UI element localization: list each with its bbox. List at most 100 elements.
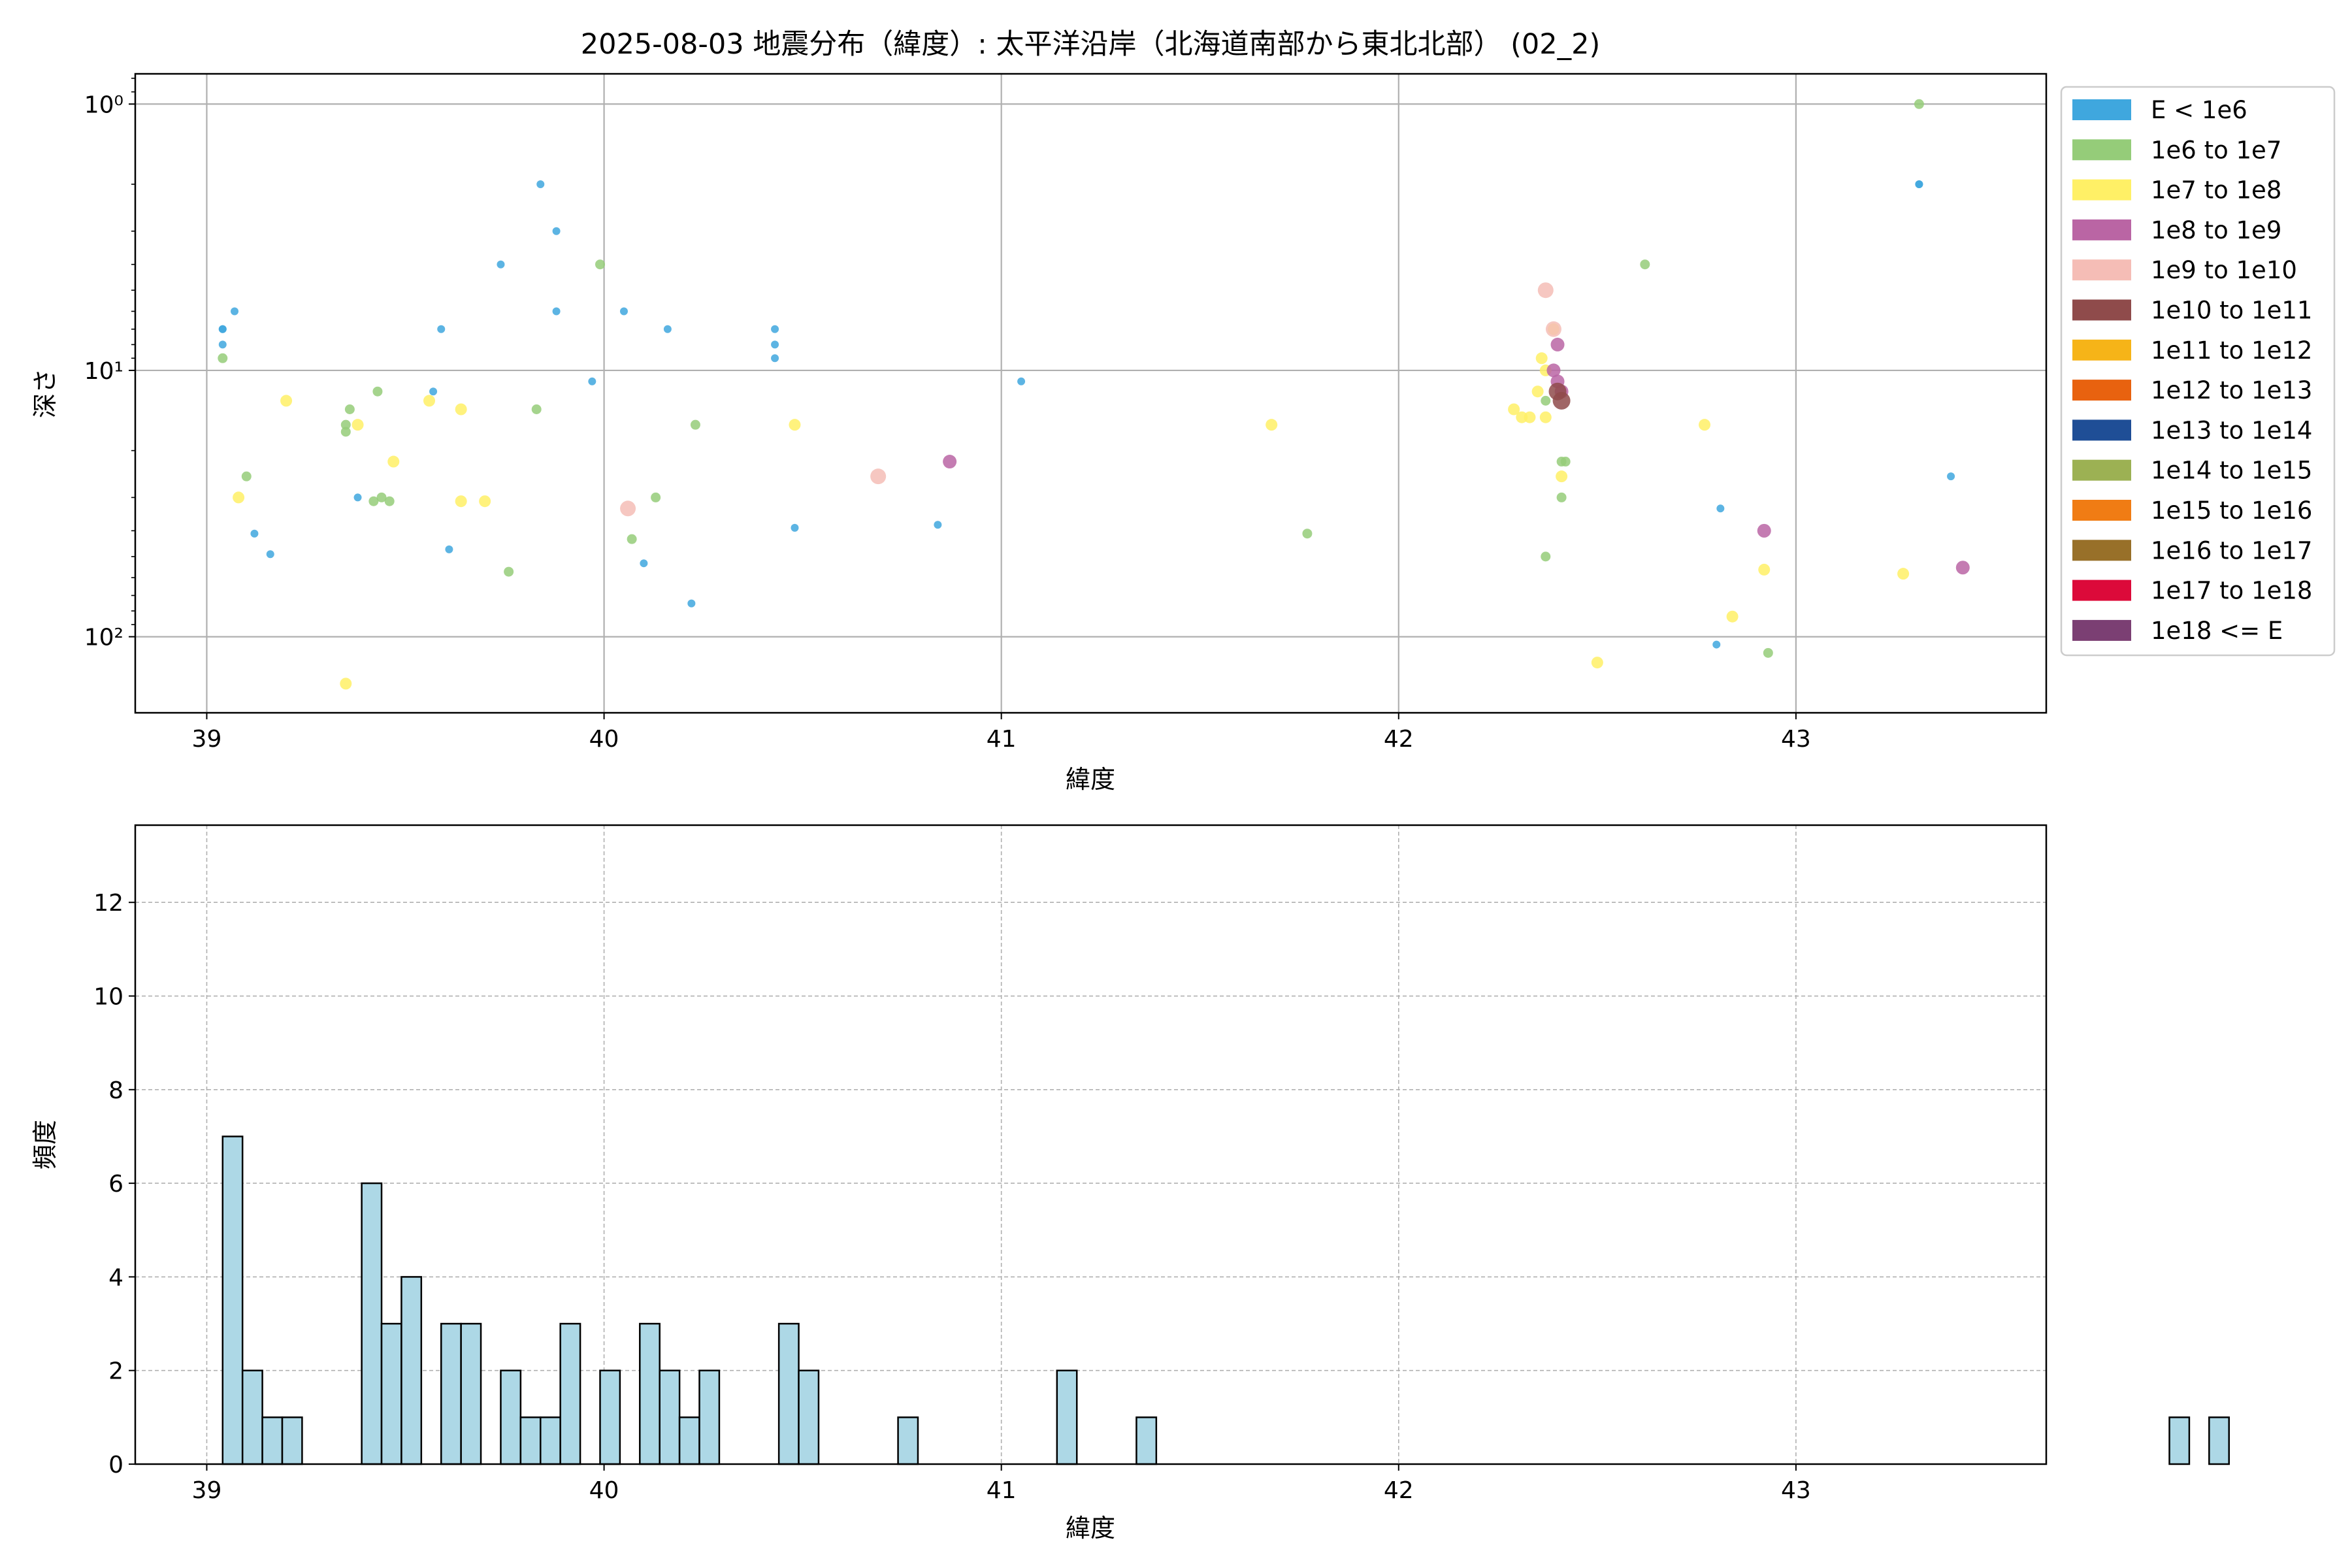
scatter-point: [1591, 657, 1603, 669]
legend-swatch: [2072, 179, 2131, 201]
histogram-x-tick-label: 43: [1781, 1477, 1811, 1504]
scatter-point: [429, 387, 438, 396]
histogram-x-ticks: 39 40 41 42 43: [192, 1464, 1811, 1504]
legend-swatch: [2072, 219, 2131, 240]
legend-swatch: [2072, 139, 2131, 161]
scatter-point: [241, 471, 252, 482]
histogram-bar: [599, 1369, 621, 1465]
scatter-point: [531, 404, 542, 415]
histogram-bar: [1056, 1369, 1078, 1465]
scatter-point: [1508, 403, 1520, 416]
legend-label: 1e14 to 1e15: [2151, 457, 2312, 485]
scatter-x-tick-label: 39: [192, 726, 222, 753]
legend-swatch: [2072, 380, 2131, 401]
histogram-x-tick-label: 41: [987, 1477, 1017, 1504]
scatter-point: [771, 340, 779, 349]
scatter-point: [1897, 568, 1910, 580]
scatter-y-tick-label: 10⁰: [84, 91, 123, 118]
legend-label: 1e17 to 1e18: [2151, 577, 2312, 605]
histogram-bar: [400, 1276, 423, 1465]
scatter-point: [344, 404, 355, 415]
legend-swatch: [2072, 540, 2131, 561]
scatter-point: [1302, 529, 1313, 539]
scatter-x-label: 緯度: [1066, 765, 1115, 794]
legend-swatch: [2072, 619, 2131, 641]
scatter-point: [423, 395, 435, 407]
scatter-point: [687, 599, 696, 608]
legend-label: 1e18 <= E: [2151, 617, 2283, 645]
scatter-point: [353, 493, 362, 502]
histogram-bar: [639, 1322, 661, 1465]
histogram-y-tick-label: 0: [108, 1452, 123, 1478]
scatter-point: [497, 260, 505, 269]
histogram-y-tick-label: 12: [93, 890, 123, 917]
histogram-y-tick-label: 2: [108, 1358, 123, 1385]
histogram-bar: [777, 1322, 800, 1465]
histogram-bar: [698, 1369, 721, 1465]
histogram-y-label: 頻度: [31, 1120, 59, 1169]
scatter-point: [231, 307, 239, 316]
scatter-point: [250, 529, 259, 538]
scatter-point: [1947, 472, 1955, 481]
scatter-point: [1546, 363, 1561, 378]
scatter-y-tick-label: 10¹: [84, 358, 123, 385]
histogram-bar: [897, 1416, 919, 1465]
scatter-point: [372, 386, 383, 397]
histogram-bar: [659, 1369, 681, 1465]
scatter-point: [1757, 523, 1771, 538]
scatter-point: [1726, 610, 1739, 623]
scatter-point: [455, 495, 467, 508]
scatter-point: [771, 325, 779, 333]
histogram-x-tick-label: 42: [1384, 1477, 1414, 1504]
scatter-x-tick-label: 41: [987, 726, 1017, 753]
figure-title: 2025-08-03 地震分布（緯度）: 太平洋沿岸（北海道南部から東北北部） …: [581, 28, 1601, 61]
histogram-y-tick-label: 6: [108, 1171, 123, 1198]
legend-swatch: [2072, 580, 2131, 601]
scatter-point: [1556, 492, 1567, 502]
scatter-x-ticks: 39 40 41 42 43: [192, 713, 1811, 753]
scatter-point: [791, 523, 799, 532]
scatter-point: [351, 419, 364, 431]
histogram-bar: [460, 1322, 482, 1465]
scatter-point: [943, 455, 957, 469]
legend-label: 1e16 to 1e17: [2151, 536, 2312, 564]
scatter-point: [479, 495, 491, 508]
scatter-point: [1545, 321, 1561, 337]
legend: E < 1e6 1e6 to 1e7 1e7 to 1e8 1e8 to 1e9 1e9…: [2060, 86, 2336, 657]
histogram-x-label: 緯度: [1066, 1514, 1115, 1543]
legend-label: 1e15 to 1e16: [2151, 497, 2312, 525]
histogram-bar: [1135, 1416, 1158, 1465]
scatter-point: [1716, 504, 1725, 513]
scatter-point: [455, 403, 467, 416]
scatter-point: [1537, 282, 1554, 299]
scatter-point: [870, 468, 887, 485]
scatter-point: [1266, 419, 1278, 431]
scatter-point: [340, 678, 352, 690]
legend-frame: [2060, 86, 2336, 657]
histogram-bar: [361, 1182, 383, 1465]
histogram-bar: [519, 1416, 542, 1465]
scatter-point: [1535, 352, 1548, 365]
scatter-x-tick-label: 42: [1384, 726, 1414, 753]
histogram-y-tick-label: 8: [108, 1077, 123, 1104]
histogram-axes-frame: [134, 824, 2048, 1465]
scatter-point: [640, 559, 648, 568]
legend-swatch: [2072, 99, 2131, 120]
histogram-bar: [440, 1322, 462, 1465]
histogram-bar: [559, 1322, 581, 1465]
scatter-point: [266, 550, 274, 559]
scatter-point: [218, 353, 228, 363]
histogram-x-tick-label: 40: [589, 1477, 619, 1504]
scatter-point: [552, 307, 561, 316]
scatter-point: [376, 492, 387, 502]
scatter-point: [934, 521, 942, 529]
scatter-point: [218, 325, 227, 333]
histogram-panel: 39 40 41 42 43 0 2 4 6 8 10 12 緯度 頻度: [31, 824, 2230, 1543]
legend-label: 1e13 to 1e14: [2151, 416, 2312, 444]
scatter-point: [445, 545, 453, 553]
histogram-bar: [500, 1369, 522, 1465]
scatter-point: [233, 491, 245, 504]
scatter-point: [437, 325, 446, 333]
scatter-point: [384, 496, 395, 506]
legend-swatch: [2072, 299, 2131, 321]
